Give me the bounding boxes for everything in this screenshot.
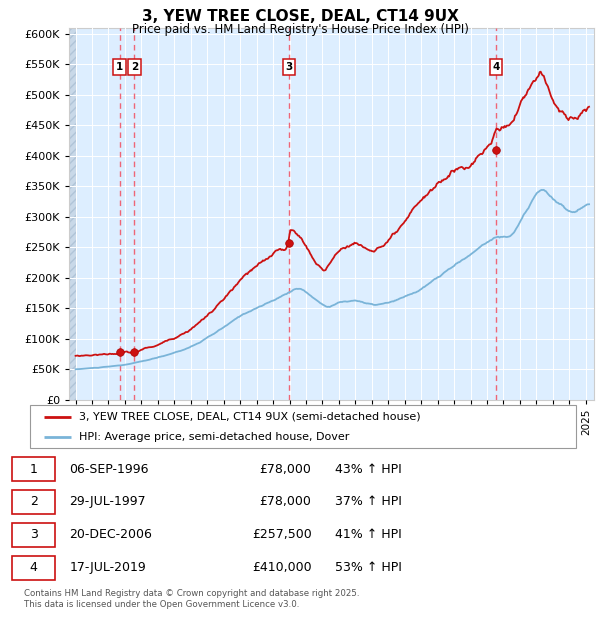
- FancyBboxPatch shape: [12, 523, 55, 547]
- Text: 3, YEW TREE CLOSE, DEAL, CT14 9UX (semi-detached house): 3, YEW TREE CLOSE, DEAL, CT14 9UX (semi-…: [79, 412, 421, 422]
- Text: 3, YEW TREE CLOSE, DEAL, CT14 9UX: 3, YEW TREE CLOSE, DEAL, CT14 9UX: [142, 9, 458, 24]
- Text: 1: 1: [116, 62, 124, 72]
- Text: 2: 2: [131, 62, 138, 72]
- Text: 4: 4: [29, 561, 38, 574]
- Text: HPI: Average price, semi-detached house, Dover: HPI: Average price, semi-detached house,…: [79, 432, 350, 442]
- Text: 37% ↑ HPI: 37% ↑ HPI: [335, 495, 401, 508]
- Text: £78,000: £78,000: [260, 463, 311, 476]
- Text: 20-DEC-2006: 20-DEC-2006: [70, 528, 152, 541]
- Text: 41% ↑ HPI: 41% ↑ HPI: [335, 528, 401, 541]
- FancyBboxPatch shape: [12, 457, 55, 481]
- Text: Contains HM Land Registry data © Crown copyright and database right 2025.: Contains HM Land Registry data © Crown c…: [24, 589, 359, 598]
- Bar: [69, 28, 76, 400]
- Text: This data is licensed under the Open Government Licence v3.0.: This data is licensed under the Open Gov…: [24, 600, 299, 609]
- Text: 29-JUL-1997: 29-JUL-1997: [70, 495, 146, 508]
- Text: 2: 2: [29, 495, 38, 508]
- Text: Price paid vs. HM Land Registry's House Price Index (HPI): Price paid vs. HM Land Registry's House …: [131, 23, 469, 36]
- FancyBboxPatch shape: [12, 490, 55, 514]
- FancyBboxPatch shape: [30, 405, 576, 448]
- Text: 17-JUL-2019: 17-JUL-2019: [70, 561, 146, 574]
- Text: 3: 3: [286, 62, 293, 72]
- Text: 06-SEP-1996: 06-SEP-1996: [70, 463, 149, 476]
- Text: 4: 4: [492, 62, 500, 72]
- Text: 53% ↑ HPI: 53% ↑ HPI: [335, 561, 401, 574]
- Text: 1: 1: [29, 463, 38, 476]
- Text: 3: 3: [29, 528, 38, 541]
- FancyBboxPatch shape: [12, 556, 55, 580]
- Text: £257,500: £257,500: [252, 528, 311, 541]
- Text: 43% ↑ HPI: 43% ↑ HPI: [335, 463, 401, 476]
- Text: £78,000: £78,000: [260, 495, 311, 508]
- Text: £410,000: £410,000: [252, 561, 311, 574]
